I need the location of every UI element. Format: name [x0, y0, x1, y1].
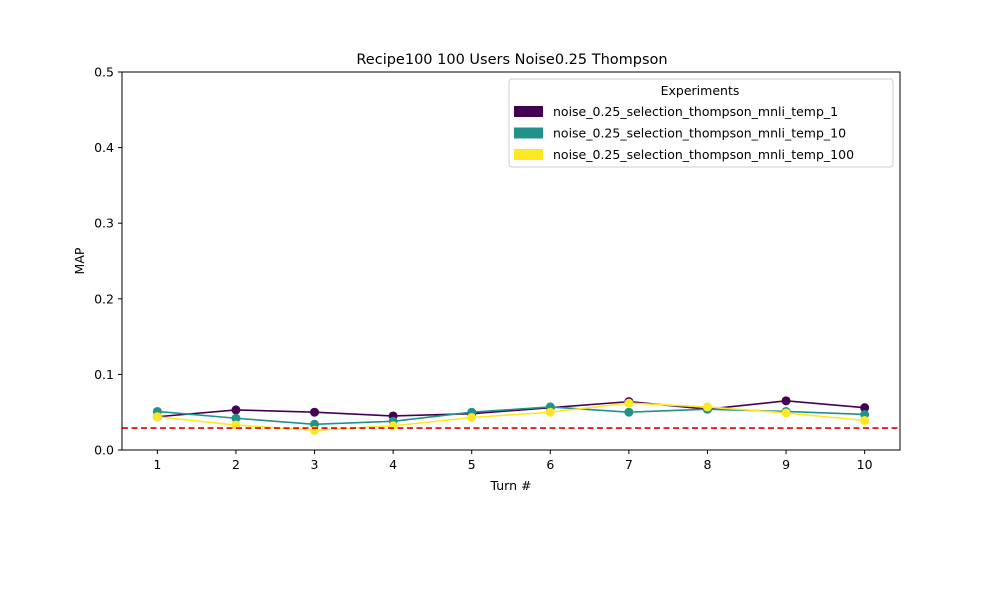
x-tick-label: 2 — [232, 457, 240, 472]
x-tick-label: 4 — [389, 457, 397, 472]
y-tick-label: 0.3 — [94, 216, 114, 231]
data-point — [152, 412, 162, 422]
data-point — [310, 425, 320, 435]
data-point — [781, 408, 791, 418]
data-point — [388, 421, 398, 431]
data-point — [310, 407, 320, 417]
data-point — [860, 403, 870, 413]
data-point — [231, 405, 241, 415]
x-tick-label: 8 — [703, 457, 711, 472]
y-tick-label: 0.4 — [94, 140, 114, 155]
y-tick-label: 0.5 — [94, 65, 114, 80]
y-tick-label: 0.2 — [94, 291, 114, 306]
data-point — [231, 413, 241, 423]
data-point — [467, 412, 477, 422]
data-point — [860, 416, 870, 426]
series-layer — [122, 396, 900, 435]
legend: Experiments noise_0.25_selection_thompso… — [508, 78, 894, 168]
legend-swatch — [514, 149, 543, 160]
x-tick-label: 9 — [782, 457, 790, 472]
x-tick-label: 5 — [468, 457, 476, 472]
legend-label: noise_0.25_selection_thompson_mnli_temp_… — [553, 126, 846, 141]
legend-label: noise_0.25_selection_thompson_mnli_temp_… — [553, 104, 838, 119]
legend-swatch — [514, 127, 543, 139]
data-point — [545, 407, 555, 417]
legend-box — [508, 78, 894, 168]
x-tick-label: 6 — [546, 457, 554, 472]
y-axis-label: MAP — [72, 247, 87, 274]
x-tick-label: 3 — [311, 457, 319, 472]
x-axis-ticks: 1 2 3 4 5 6 7 8 9 10 — [153, 450, 873, 472]
chart-title: Recipe100 100 Users Noise0.25 Thompson — [356, 52, 667, 68]
x-axis-label: Turn # — [490, 478, 532, 493]
series-line — [157, 402, 865, 432]
series-line — [157, 400, 865, 418]
legend-items: noise_0.25_selection_thompson_mnli_temp_… — [514, 104, 854, 162]
axes-frame — [121, 71, 901, 451]
data-point — [624, 407, 634, 417]
x-tick-label: 1 — [153, 457, 161, 472]
y-axis-ticks: 0.0 0.1 0.2 0.3 0.4 0.5 — [94, 65, 122, 458]
x-tick-label: 10 — [857, 457, 873, 472]
data-point — [624, 398, 634, 408]
data-point — [781, 396, 791, 406]
y-tick-label: 0.0 — [94, 443, 114, 458]
legend-title: Experiments — [661, 83, 740, 98]
legend-swatch — [514, 106, 543, 117]
legend-label: noise_0.25_selection_thompson_mnli_temp_… — [553, 147, 854, 162]
data-point — [702, 402, 712, 412]
x-tick-label: 7 — [625, 457, 633, 472]
y-tick-label: 0.1 — [94, 367, 114, 382]
